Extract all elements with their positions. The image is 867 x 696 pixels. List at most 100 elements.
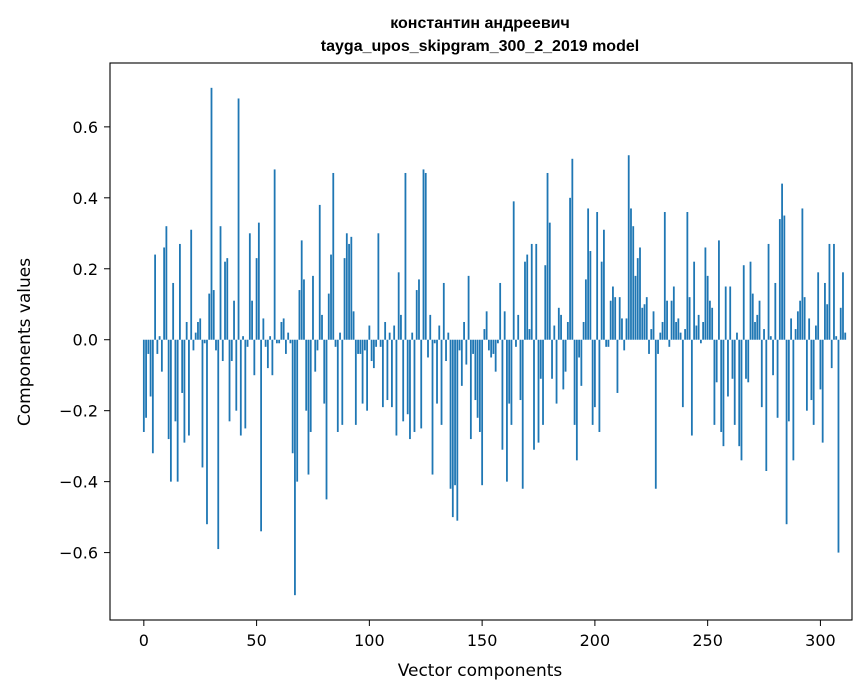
bar	[309, 339, 312, 432]
bar	[621, 318, 623, 340]
bar	[557, 307, 560, 340]
bar	[763, 329, 765, 340]
bar	[230, 339, 233, 362]
bar	[386, 339, 389, 401]
bar	[370, 339, 373, 362]
bar	[772, 339, 774, 376]
bar	[415, 290, 418, 340]
bar	[616, 339, 619, 393]
bar	[233, 300, 235, 340]
bar	[817, 272, 820, 340]
bar	[808, 318, 811, 340]
x-axis-ticks: 0 50 100 150 200 250 300	[139, 620, 836, 650]
bar	[208, 293, 211, 340]
bar	[756, 314, 759, 340]
bar	[699, 339, 702, 344]
bar	[257, 222, 260, 340]
bar	[156, 339, 159, 354]
bar	[454, 339, 456, 486]
bar	[476, 339, 479, 418]
bar	[391, 339, 393, 408]
bar	[738, 339, 741, 447]
bar	[569, 197, 571, 340]
bar	[219, 226, 222, 340]
bar	[167, 339, 170, 440]
bar	[774, 282, 777, 340]
bar	[199, 318, 202, 340]
bar	[706, 275, 709, 340]
bar	[524, 261, 526, 340]
bar	[512, 201, 515, 340]
bar	[458, 339, 461, 351]
bar	[413, 339, 416, 432]
bar	[623, 339, 626, 351]
bar	[210, 87, 213, 340]
bar	[778, 219, 781, 340]
bar	[348, 243, 350, 340]
bar	[627, 155, 630, 340]
bar	[226, 258, 229, 340]
bar	[318, 204, 321, 340]
bar	[449, 339, 452, 489]
bar	[713, 339, 716, 425]
bar	[826, 304, 829, 340]
bar	[395, 339, 398, 436]
bar	[467, 275, 470, 340]
bar	[648, 339, 650, 354]
bar	[181, 339, 184, 393]
bar	[593, 339, 596, 408]
bar	[327, 293, 330, 340]
bar	[821, 339, 824, 443]
bar	[321, 314, 323, 340]
bar	[736, 332, 738, 340]
bar	[463, 321, 465, 340]
bar	[837, 339, 840, 553]
bar	[262, 318, 265, 340]
bar	[465, 339, 468, 365]
bar	[420, 339, 423, 429]
bar	[695, 325, 698, 340]
bar	[643, 304, 646, 340]
bar	[566, 321, 569, 340]
bar	[652, 311, 655, 340]
bar	[266, 339, 269, 369]
bar	[589, 251, 592, 340]
bar	[246, 339, 249, 347]
bar	[844, 332, 847, 340]
bar	[729, 286, 732, 340]
bar	[215, 339, 217, 351]
bar	[354, 339, 357, 425]
y-axis-label: Components values	[15, 258, 35, 426]
bar	[379, 339, 382, 347]
bar	[499, 282, 502, 340]
bar	[591, 339, 594, 425]
bar	[149, 339, 152, 397]
bar	[224, 261, 226, 340]
bar	[494, 339, 497, 372]
bar	[314, 339, 317, 372]
bar	[282, 318, 285, 340]
bar	[506, 339, 508, 482]
bar	[582, 321, 585, 340]
bar	[571, 158, 574, 340]
bar	[228, 339, 231, 422]
bar	[503, 311, 506, 340]
bar	[663, 212, 666, 340]
bar	[758, 300, 761, 340]
bar	[693, 261, 696, 340]
bar	[312, 275, 314, 340]
bar	[427, 339, 429, 358]
bar	[796, 311, 799, 340]
bar	[625, 318, 628, 340]
bar	[754, 321, 756, 340]
bar	[560, 314, 562, 340]
bar	[221, 339, 224, 362]
bar	[332, 172, 335, 340]
x-tick-label: 300	[805, 631, 836, 650]
y-tick-label: −0.4	[59, 473, 98, 492]
bar	[781, 183, 783, 340]
bar	[668, 339, 671, 347]
bar	[824, 282, 826, 340]
bar	[542, 339, 544, 425]
